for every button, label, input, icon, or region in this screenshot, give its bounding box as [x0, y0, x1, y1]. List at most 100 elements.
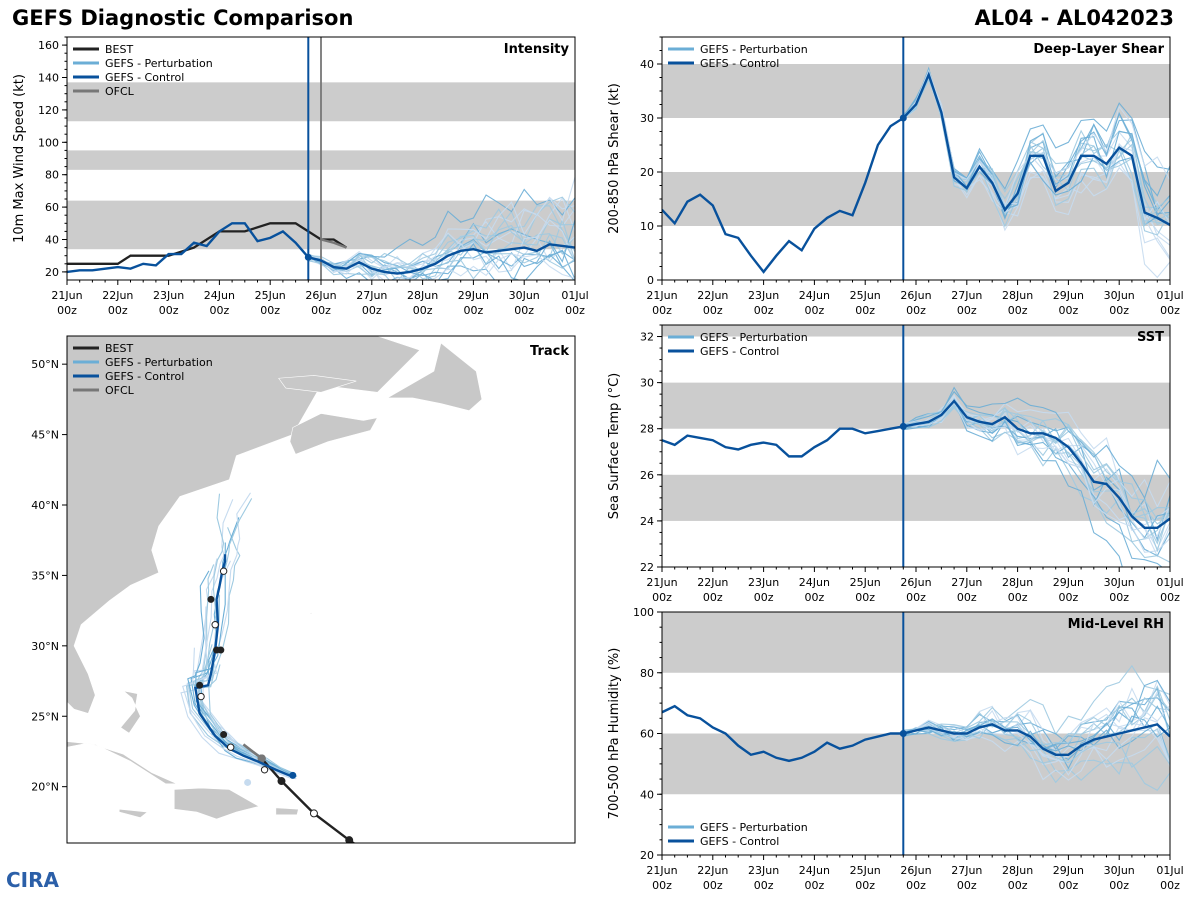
x-tick-label-hour: 00z: [754, 591, 774, 604]
map-frame: [66, 335, 576, 844]
x-tick-label-hour: 00z: [514, 304, 534, 317]
x-tick-label-hour: 00z: [1008, 591, 1028, 604]
puerto-rico-land: [275, 807, 299, 816]
y-tick-label: 28: [640, 423, 654, 436]
x-tick-label-hour: 00z: [413, 304, 433, 317]
y-tick-label: 120: [38, 104, 59, 117]
perturbation-line: [903, 404, 1170, 517]
y-tick-label: 40: [45, 234, 59, 247]
lat-tick-label: 50°N: [31, 358, 59, 371]
x-tick-label-date: 21Jun: [646, 864, 677, 877]
x-tick-label-hour: 00z: [159, 304, 179, 317]
y-tick-label: 80: [45, 169, 59, 182]
x-tick-label-hour: 00z: [703, 591, 723, 604]
threshold-band: [662, 325, 1170, 337]
x-tick-label-date: 25Jun: [850, 289, 881, 302]
best-track-point: [345, 836, 354, 843]
x-tick-label-hour: 00z: [260, 304, 280, 317]
x-tick-label-hour: 00z: [855, 879, 875, 892]
legend-label-control: GEFS - Control: [105, 71, 184, 84]
x-tick-label-date: 26Jun: [900, 289, 931, 302]
threshold-band: [662, 733, 1170, 795]
panel-shear: 0 10 20 30 40 21Jun 00z 22Jun 00z 23Jun 00z 24Jun 00…: [607, 36, 1184, 317]
x-tick-label-date: 27Jun: [356, 289, 387, 302]
control-track-point-open: [211, 621, 219, 629]
x-tick-label-date: 29Jun: [1053, 864, 1084, 877]
y-axis-label: Sea Surface Temp (°C): [607, 373, 622, 520]
init-point: [899, 730, 907, 737]
x-tick-label-date: 22Jun: [102, 289, 133, 302]
x-tick-label-date: 23Jun: [153, 289, 184, 302]
y-tick-label: 20: [640, 849, 654, 862]
x-tick-label-hour: 00z: [805, 879, 825, 892]
x-tick-label-hour: 00z: [210, 304, 230, 317]
x-tick-label-hour: 00z: [1008, 304, 1028, 317]
control-track: [194, 554, 294, 778]
best-track-point: [309, 809, 318, 818]
x-tick-label-hour: 00z: [906, 591, 926, 604]
control-line: [662, 704, 1170, 763]
x-tick-label-date: 29Jun: [458, 289, 489, 302]
y-tick-label: 140: [38, 72, 59, 85]
jamaica-land: [118, 808, 149, 818]
x-tick-label-date: 30Jun: [1104, 576, 1135, 589]
y-tick-label: 22: [640, 561, 654, 574]
y-tick-label: 60: [45, 201, 59, 214]
x-tick-label-hour: 00z: [1109, 591, 1129, 604]
y-tick-label: 60: [640, 728, 654, 741]
legend-label-best: BEST: [105, 342, 133, 355]
x-tick-label-date: 24Jun: [799, 576, 830, 589]
x-tick-label-date: 01Jul: [1156, 576, 1183, 589]
x-tick-label-date: 22Jun: [697, 289, 728, 302]
panel-sst: 22 24 26 28 30 32 21Jun 00z 22Jun 00z 23Jun 00z 24Ju…: [607, 324, 1184, 604]
x-tick-label-hour: 00z: [652, 304, 672, 317]
x-tick-label-hour: 00z: [1109, 304, 1129, 317]
x-tick-label-date: 23Jun: [748, 864, 779, 877]
legend-label-ofcl: OFCL: [105, 85, 135, 98]
control-track-point-open: [219, 567, 228, 575]
x-tick-label-date: 25Jun: [255, 289, 286, 302]
panel-track: 20°N25°N30°N35°N40°N45°N50°NTrackBESTGEF…: [31, 335, 576, 844]
perturbation-line: [903, 715, 1170, 770]
panel-title: Intensity: [504, 42, 570, 57]
perturbation-point: [244, 778, 252, 786]
x-tick-label-date: 22Jun: [697, 576, 728, 589]
best-track-point: [277, 777, 286, 786]
y-axis-label: 200-850 hPa Shear (kt): [607, 83, 622, 234]
control-line: [67, 222, 575, 275]
init-point: [899, 422, 907, 430]
perturbation-line: [903, 719, 1170, 768]
panel-intensity: 20 40 60 80 100 120 140 160 21Jun 00z 22Jun 00z 23Ju…: [12, 36, 589, 317]
x-tick-label-hour: 00z: [906, 304, 926, 317]
panel-rh: 20 40 60 80 100 21Jun 00z 22Jun 00z 23Jun 00z 24Jun…: [607, 606, 1184, 892]
y-tick-label: 20: [45, 266, 59, 279]
panel-title: Track: [530, 344, 569, 359]
panel-title: SST: [1137, 330, 1164, 345]
lat-tick-label: 20°N: [31, 781, 59, 794]
x-tick-label-date: 24Jun: [799, 864, 830, 877]
y-tick-label: 40: [640, 788, 654, 801]
control-track-point: [207, 595, 215, 603]
legend-label-best: BEST: [105, 43, 133, 56]
x-tick-label-hour: 00z: [1160, 591, 1180, 604]
legend-label-perturbation: GEFS - Perturbation: [105, 356, 213, 369]
threshold-band: [662, 172, 1170, 226]
x-tick-label-date: 25Jun: [850, 576, 881, 589]
perturbation-line: [308, 188, 575, 265]
y-axis-label: 700-500 hPa Humidity (%): [607, 648, 622, 820]
legend-label-control: GEFS - Control: [700, 345, 779, 358]
x-tick-label-hour: 00z: [362, 304, 382, 317]
gaspe-land: [278, 375, 357, 393]
x-tick-label-hour: 00z: [311, 304, 331, 317]
lat-tick-label: 45°N: [31, 429, 59, 442]
north-america-land: [67, 336, 421, 714]
x-tick-label-date: 23Jun: [748, 576, 779, 589]
bermuda-land: [309, 611, 314, 615]
x-tick-label-hour: 00z: [108, 304, 128, 317]
x-tick-label-date: 26Jun: [900, 864, 931, 877]
x-tick-label-hour: 00z: [1160, 879, 1180, 892]
perturbation-track: [182, 647, 291, 779]
x-tick-label-hour: 00z: [1160, 304, 1180, 317]
x-tick-label-date: 25Jun: [850, 864, 881, 877]
cuba-land: [67, 741, 178, 785]
